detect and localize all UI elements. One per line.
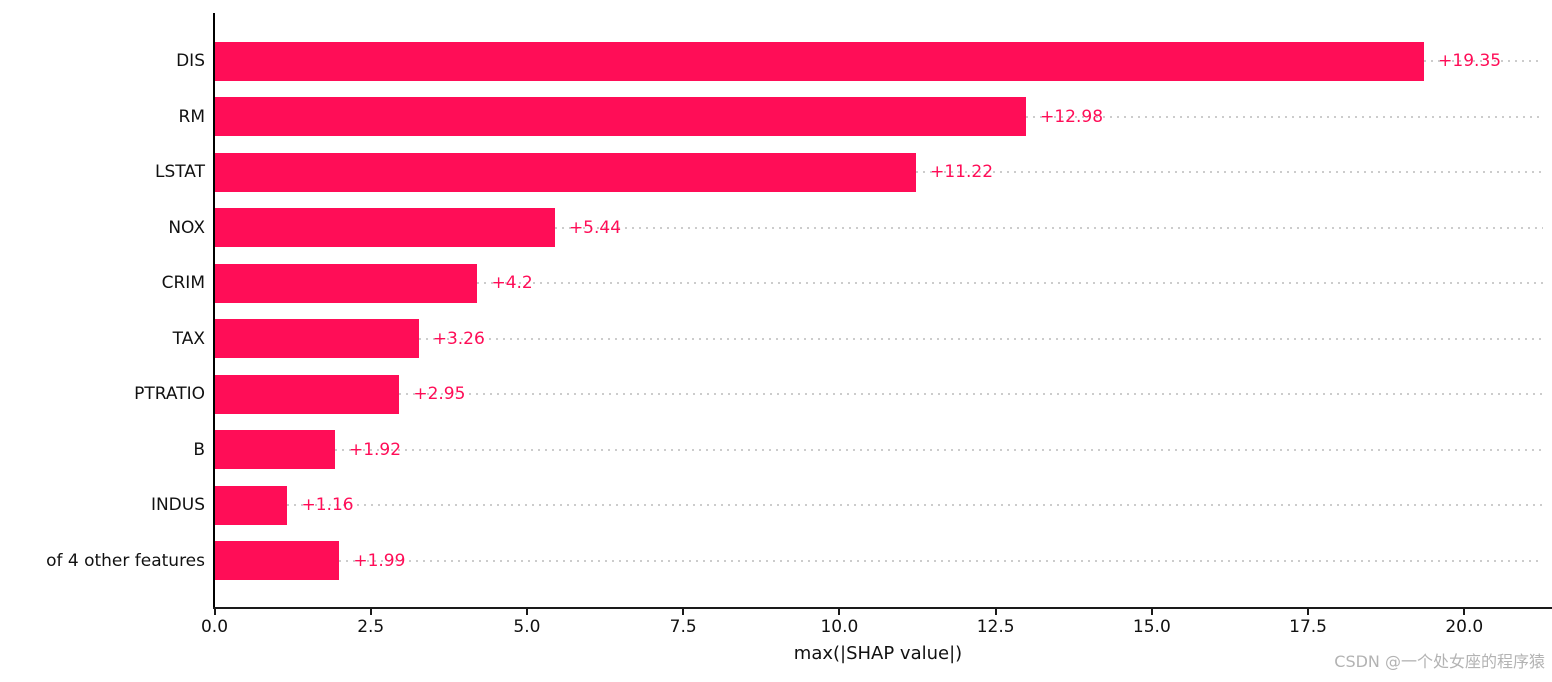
value-label: +1.16 [301, 495, 354, 515]
row-leader-line [554, 226, 1543, 229]
bar [215, 208, 555, 247]
bar [215, 41, 1425, 81]
row-leader-line [339, 559, 1543, 562]
row-leader-line [477, 282, 1543, 284]
bar [215, 152, 917, 192]
row-leader-line [418, 337, 1543, 340]
x-axis-spine [213, 607, 1552, 609]
x-tick-mark [838, 609, 841, 615]
feature-label: NOX [168, 217, 205, 238]
value-label: +1.99 [353, 550, 406, 571]
value-label: +11.22 [930, 162, 994, 182]
feature-label: PTRATIO [134, 384, 205, 404]
x-tick-mark [1463, 609, 1466, 615]
value-label: +4.2 [491, 273, 533, 293]
x-axis-title: max(|SHAP value|) [793, 643, 963, 664]
bar [215, 430, 335, 469]
bar [215, 541, 340, 580]
value-label: +1.92 [348, 439, 402, 460]
row-leader-line [1424, 60, 1543, 62]
feature-label: B [193, 439, 205, 460]
value-label: +3.26 [432, 328, 485, 349]
x-tick-label: 7.5 [669, 617, 697, 637]
row-leader-line [399, 393, 1543, 395]
watermark-text: CSDN @一个处女座的程序猿 [1334, 652, 1545, 671]
x-tick-label: 5.0 [513, 617, 541, 637]
row-leader-line [1026, 115, 1543, 118]
x-tick-mark [1307, 609, 1310, 615]
value-label: +19.35 [1438, 51, 1502, 71]
row-leader-line [287, 504, 1543, 506]
x-tick-label: 17.5 [1289, 617, 1327, 637]
feature-label: of 4 other features [46, 550, 205, 571]
value-label: +5.44 [568, 217, 622, 238]
feature-label: RM [178, 106, 205, 127]
bar [215, 263, 478, 303]
x-tick-mark [682, 609, 685, 615]
x-tick-label: 0.0 [200, 617, 229, 637]
x-tick-label: 2.5 [357, 617, 385, 637]
row-leader-line [334, 448, 1543, 451]
feature-label: CRIM [161, 273, 205, 293]
feature-label: DIS [176, 51, 205, 71]
bar [215, 485, 288, 525]
x-tick-label: 20.0 [1445, 617, 1484, 637]
value-label: +2.95 [413, 384, 466, 404]
feature-label: TAX [172, 328, 205, 349]
x-tick-mark [369, 609, 372, 615]
x-tick-label: 15.0 [1132, 617, 1171, 637]
feature-label: INDUS [150, 495, 205, 515]
x-tick-label: 10.0 [820, 617, 859, 637]
x-tick-mark [213, 609, 216, 615]
row-leader-line [916, 171, 1543, 173]
y-axis-spine [213, 13, 215, 608]
x-tick-mark [525, 609, 528, 615]
x-tick-mark [994, 609, 997, 615]
bar [215, 97, 1027, 136]
value-label: +12.98 [1040, 106, 1104, 127]
x-tick-mark [1150, 609, 1153, 615]
feature-label: LSTAT [154, 162, 205, 182]
bar [215, 319, 419, 358]
x-tick-label: 12.5 [976, 617, 1015, 637]
bar [215, 374, 400, 414]
